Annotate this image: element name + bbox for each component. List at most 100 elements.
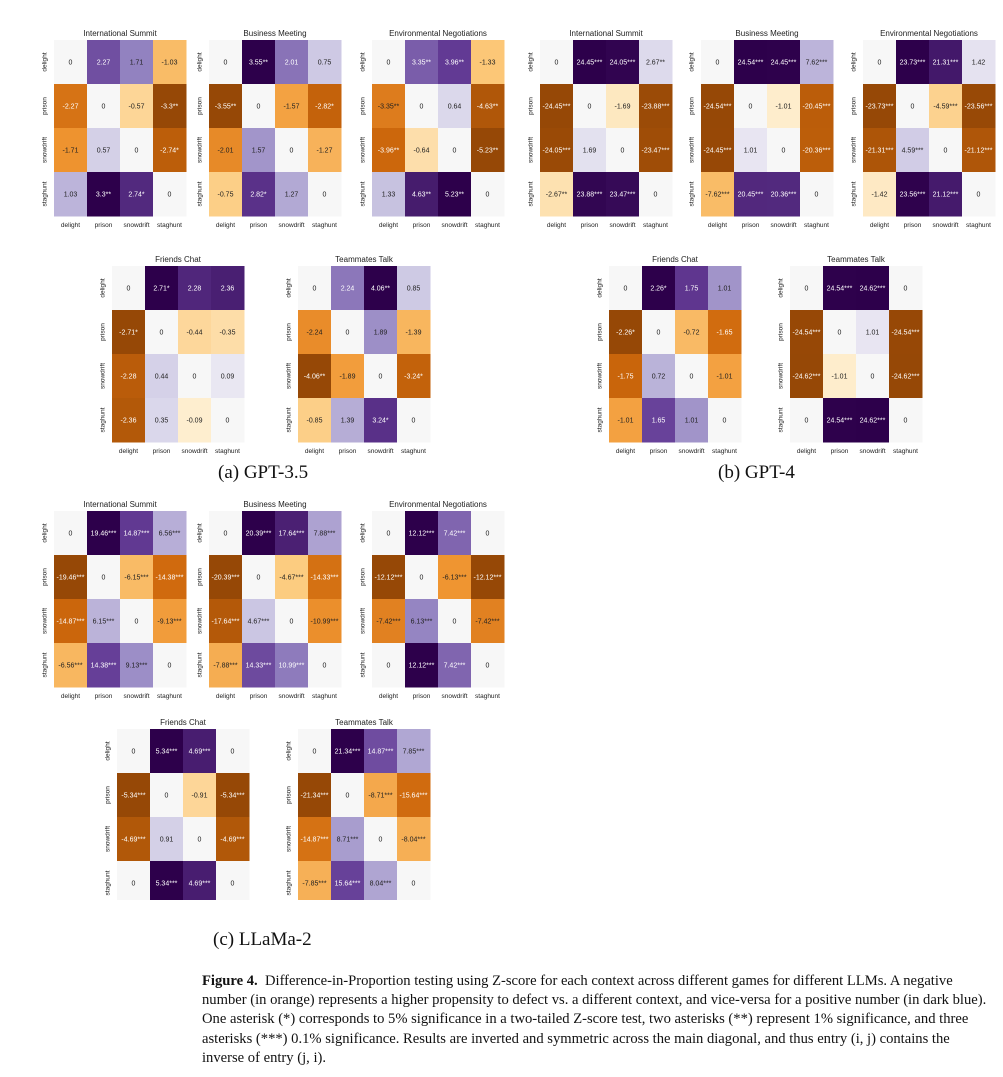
cell-value-label: -1.01: [618, 418, 634, 425]
cell-value-label: 0: [815, 192, 819, 199]
cell-value-label: 8.04***: [370, 881, 392, 888]
heatmap-cell: [211, 398, 245, 443]
heatmap-cell: [889, 354, 923, 399]
heatmap-cell: [364, 773, 398, 818]
cell-value-label: 0: [871, 374, 875, 381]
y-tick-label: delight: [597, 278, 604, 297]
heatmap-cell: [639, 84, 673, 129]
cell-value-label: 3.35**: [412, 60, 431, 67]
cell-value-label: -12.12***: [473, 575, 501, 582]
heatmap-cell: [145, 398, 179, 443]
cell-value-label: -21.34***: [300, 793, 328, 800]
heatmap-cell: [211, 354, 245, 399]
heatmap-cell: [767, 128, 801, 173]
cell-value-label: 0: [165, 793, 169, 800]
cell-value-label: 24.05***: [610, 60, 636, 67]
cell-value-label: 5.34***: [156, 749, 178, 756]
y-tick-label: staghunt: [597, 407, 604, 432]
cell-value-label: 0: [257, 575, 261, 582]
cell-value-label: -4.69***: [121, 837, 145, 844]
cell-value-label: 0: [588, 104, 592, 111]
y-tick-label: staghunt: [689, 181, 696, 206]
heatmap-cell: [308, 511, 342, 556]
heatmap-cell: [471, 84, 505, 129]
cell-value-label: -1.89: [340, 374, 356, 381]
heatmap-cell: [767, 40, 801, 85]
heatmap-cell: [120, 599, 154, 644]
heatmap-cell: [150, 861, 184, 900]
y-tick-label: delight: [100, 278, 107, 297]
y-tick-label: prison: [197, 568, 204, 586]
cell-value-label: 0: [420, 104, 424, 111]
cell-value-label: -24.45***: [542, 104, 570, 111]
cell-value-label: 23.47***: [610, 192, 636, 199]
heatmap-cell: [364, 817, 398, 862]
cell-value-label: 4.67***: [248, 619, 270, 626]
cell-value-label: -2.82*: [315, 104, 334, 111]
cell-value-label: 0: [224, 60, 228, 67]
cell-value-label: 10.99***: [279, 663, 305, 670]
cell-value-label: -20.36***: [802, 148, 830, 155]
y-tick-label: staghunt: [105, 870, 112, 895]
heatmap-cell: [275, 40, 309, 85]
y-tick-label: snowdrift: [42, 608, 49, 634]
heatmap-cell: [540, 84, 574, 129]
cell-value-label: 0: [69, 531, 73, 538]
heatmap-gpt4-international-summit: International Summit 0 24.45*** 24.05*** 2.6…: [528, 29, 673, 229]
x-tick-label: snowdrift: [770, 222, 796, 229]
heatmap-cell: [298, 861, 332, 900]
cell-value-label: 3.24*: [372, 418, 389, 425]
x-tick-label: delight: [616, 448, 635, 455]
heatmap-cell: [734, 40, 768, 85]
heatmap-cell: [209, 172, 243, 217]
heatmap-title: Teammates Talk: [827, 255, 886, 264]
x-tick-label: delight: [216, 222, 235, 229]
heatmap-cell: [112, 354, 146, 399]
heatmap-cell: [153, 599, 187, 644]
cell-value-label: 0.72: [652, 374, 666, 381]
cell-value-label: 0: [412, 881, 416, 888]
heatmap-cell: [87, 511, 121, 556]
heatmap-cell: [178, 310, 212, 355]
heatmap-cell: [471, 511, 505, 556]
cell-value-label: 0.64: [448, 104, 462, 111]
y-tick-label: snowdrift: [197, 608, 204, 634]
cell-value-label: 1.69: [583, 148, 597, 155]
heatmap-cell: [153, 643, 187, 688]
heatmap-cell: [790, 354, 824, 399]
heatmap-cell: [331, 354, 365, 399]
y-tick-label: prison: [360, 97, 367, 115]
heatmap-cell: [54, 172, 88, 217]
x-tick-label: prison: [831, 448, 849, 455]
x-tick-label: staghunt: [475, 222, 500, 229]
cell-value-label: 0.35: [155, 418, 169, 425]
cell-value-label: 21.12***: [933, 192, 959, 199]
cell-value-label: -15.64***: [399, 793, 427, 800]
heatmap-cell: [209, 599, 243, 644]
heatmap-cell: [87, 172, 121, 217]
cell-value-label: 0.57: [97, 148, 111, 155]
heatmap-cell: [54, 555, 88, 600]
heatmap-cell: [962, 128, 996, 173]
cell-value-label: -23.47***: [641, 148, 669, 155]
heatmap-title: Environmental Negotiations: [389, 500, 487, 509]
figure-canvas: International Summit 0 2.27 1.71 -1.03 -2.27 0…: [42, 29, 996, 900]
heatmap-cell: [153, 172, 187, 217]
heatmap-cell: [790, 398, 824, 443]
cell-value-label: -5.34***: [121, 793, 145, 800]
heatmap-cell: [372, 128, 406, 173]
cell-value-label: -4.69***: [220, 837, 244, 844]
heatmap-cell: [308, 555, 342, 600]
heatmap-cell: [800, 84, 834, 129]
cell-value-label: 3.96**: [445, 60, 464, 67]
cell-value-label: 0: [911, 104, 915, 111]
cell-value-label: 2.82*: [250, 192, 267, 199]
cell-value-label: -8.04***: [401, 837, 425, 844]
heatmap-title: Business Meeting: [243, 500, 306, 509]
x-tick-label: prison: [339, 448, 357, 455]
cell-value-label: -24.45***: [703, 148, 731, 155]
heatmap-cell: [863, 128, 897, 173]
heatmap-cell: [800, 128, 834, 173]
heatmap-cell: [364, 861, 398, 900]
heatmap-cell: [216, 729, 250, 774]
